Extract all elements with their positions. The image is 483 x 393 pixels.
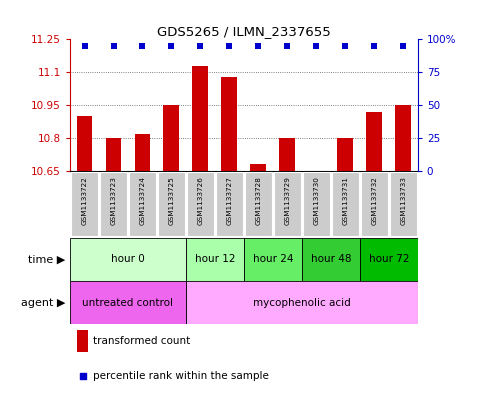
Point [81,43,88,49]
Bar [128,172,156,237]
Text: GSM1133729: GSM1133729 [284,176,290,224]
Point [370,43,378,49]
Point [110,43,117,49]
Text: hour 12: hour 12 [195,254,235,264]
Bar [164,105,180,171]
Text: GSM1133722: GSM1133722 [82,176,87,224]
Text: hour 48: hour 48 [311,254,351,264]
Bar [251,164,267,171]
Text: hour 0: hour 0 [111,254,145,264]
Point [255,43,262,49]
Bar [244,238,302,281]
Text: GSM1133733: GSM1133733 [400,176,406,224]
Bar [360,238,418,281]
Bar [99,172,128,237]
Bar [186,238,244,281]
Text: GSM1133727: GSM1133727 [227,176,232,224]
Text: GSM1133726: GSM1133726 [198,176,203,224]
Bar [331,172,359,237]
Bar [186,281,418,324]
Point [341,43,349,49]
Bar [215,172,243,237]
Bar [367,112,383,171]
Bar [71,172,99,237]
Text: mycophenolic acid: mycophenolic acid [253,298,351,308]
Text: GSM1133724: GSM1133724 [140,176,145,224]
Bar [360,172,388,237]
Bar [77,330,88,352]
Bar [338,138,354,171]
Point [168,43,175,49]
Bar [245,172,272,237]
Text: GSM1133723: GSM1133723 [111,176,116,224]
Text: GSM1133728: GSM1133728 [256,176,261,224]
Text: untreated control: untreated control [83,298,173,308]
Point [313,43,320,49]
Bar [280,138,296,171]
Bar [157,172,185,237]
Title: GDS5265 / ILMN_2337655: GDS5265 / ILMN_2337655 [157,25,331,38]
Bar [77,116,93,171]
Text: hour 72: hour 72 [369,254,409,264]
Bar [302,238,360,281]
Point [399,43,407,49]
Text: hour 24: hour 24 [253,254,293,264]
Bar [193,66,209,171]
Bar [302,172,330,237]
Text: percentile rank within the sample: percentile rank within the sample [93,371,269,381]
Bar [389,172,417,237]
Bar [186,172,214,237]
Text: transformed count: transformed count [93,336,190,346]
Bar [396,105,412,171]
Point [139,43,146,49]
Bar [222,77,238,171]
Bar [70,238,186,281]
Bar [273,172,301,237]
Text: GSM1133725: GSM1133725 [169,176,174,224]
Text: GSM1133730: GSM1133730 [313,176,319,224]
Bar [70,281,186,324]
Text: agent ▶: agent ▶ [21,298,65,308]
Point [226,43,233,49]
Text: GSM1133731: GSM1133731 [342,176,348,224]
Point [284,43,291,49]
Bar [106,138,122,171]
Point [79,373,86,379]
Text: GSM1133732: GSM1133732 [371,176,377,224]
Point [197,43,204,49]
Bar [135,134,151,171]
Text: time ▶: time ▶ [28,254,65,264]
